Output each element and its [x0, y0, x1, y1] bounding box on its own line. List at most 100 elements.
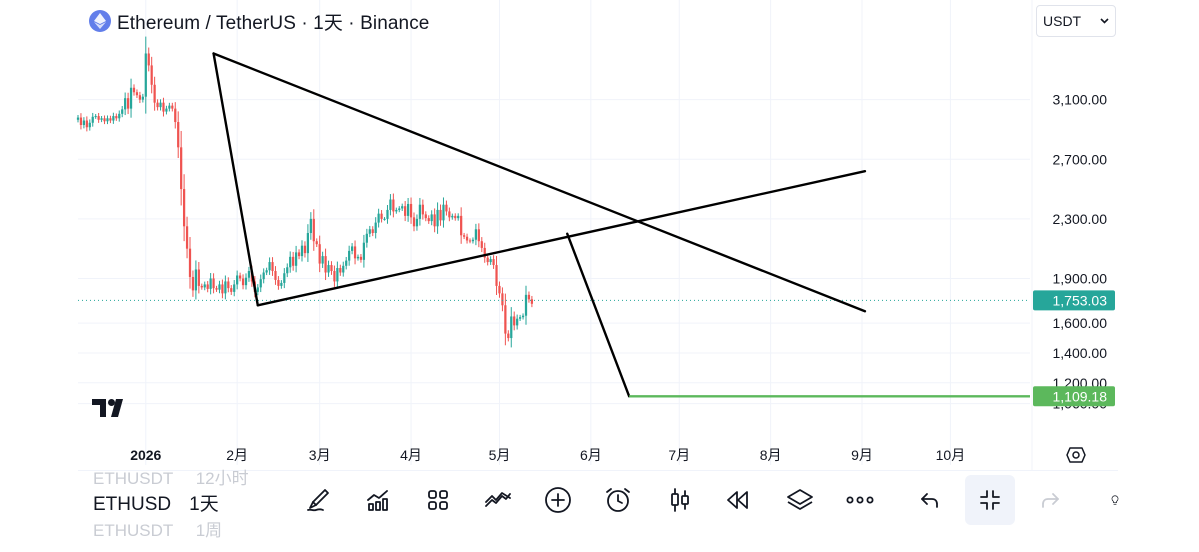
candle [504, 305, 507, 334]
currency-select[interactable]: USDT [1036, 5, 1116, 37]
price-tick-label: 1,600.00 [1053, 315, 1108, 331]
candle [297, 252, 301, 257]
candle [115, 116, 118, 119]
undo-button[interactable] [905, 475, 955, 525]
templates-button[interactable] [413, 475, 463, 525]
candle [271, 262, 274, 272]
candle [439, 209, 442, 221]
settings-icon-center [1072, 451, 1080, 459]
candle [292, 256, 295, 266]
settings-icon[interactable] [1066, 447, 1086, 463]
candle [510, 316, 513, 339]
candle [377, 213, 380, 223]
settings-icon-outline [1066, 447, 1086, 463]
candle [380, 213, 383, 219]
candle [162, 102, 165, 112]
candle [76, 117, 80, 120]
candle [206, 284, 209, 289]
candle [448, 211, 451, 218]
collapse-button[interactable] [965, 475, 1015, 525]
candle [303, 245, 307, 254]
indicators-button[interactable] [353, 475, 403, 525]
candle [283, 273, 286, 283]
candle [294, 252, 298, 266]
candle [94, 116, 97, 118]
candle [516, 318, 519, 326]
prev-symbol: ETHUSDT [93, 469, 173, 488]
time-tick-label: 6月 [580, 447, 602, 463]
tradingview-logo[interactable] [92, 398, 130, 423]
ellipsis-icon [846, 496, 874, 504]
candle [445, 204, 448, 212]
candle [462, 235, 466, 237]
add-button[interactable] [533, 475, 583, 525]
candle [218, 284, 221, 290]
candle [471, 239, 475, 242]
replay-button[interactable] [713, 475, 763, 525]
candle [91, 116, 94, 123]
current-symbol-row[interactable]: ETHUSD 1天 [93, 489, 219, 516]
candle [306, 233, 310, 254]
candle [451, 215, 454, 218]
divider [78, 470, 1118, 471]
candle [153, 84, 156, 103]
price-label-bg [1033, 386, 1115, 407]
candle [418, 204, 422, 219]
candle [398, 208, 401, 210]
compare-button[interactable] [473, 475, 523, 525]
candle [268, 262, 271, 271]
current-symbol: ETHUSD [93, 494, 172, 515]
candle [238, 275, 242, 279]
rewind-icon [727, 491, 748, 509]
ideas-button[interactable] [1100, 475, 1120, 525]
candle [191, 276, 195, 291]
candle [501, 293, 504, 306]
candle [421, 204, 424, 215]
trendline [212, 52, 259, 307]
chart-type-button[interactable] [655, 475, 705, 525]
candle [483, 247, 486, 258]
candle [159, 102, 162, 108]
prev-symbol-row[interactable]: ETHUSDT 12小时 [93, 464, 249, 489]
drawn-trendlines [78, 52, 1030, 398]
time-tick-label: 9月 [851, 447, 873, 463]
symbol-switcher[interactable]: ETHUSDT 12小时 ETHUSD 1天 ETHUSDT 1周 [0, 462, 250, 552]
candle [392, 199, 395, 212]
candle [454, 215, 457, 219]
candle [442, 204, 445, 221]
candle [277, 279, 280, 286]
candle [336, 268, 339, 282]
more-button[interactable] [835, 475, 885, 525]
trendline [256, 169, 867, 307]
candle [521, 315, 525, 318]
candle [100, 118, 103, 120]
candle [177, 122, 180, 148]
candle [318, 244, 321, 264]
candle [368, 229, 371, 234]
candle [492, 259, 495, 266]
candle [324, 256, 327, 273]
candle [333, 271, 336, 282]
candle [527, 294, 531, 300]
chart-title[interactable]: Ethereum / TetherUS · 1天 · Binance [117, 12, 430, 34]
draw-tool-button[interactable] [293, 475, 343, 525]
candle [371, 229, 374, 234]
price-tick-label: 1,900.00 [1053, 270, 1108, 286]
time-axis: 2026 2月 3月 4月 5月 6月 7月 8月 9月 10月 [130, 447, 1086, 463]
indicators-icon [367, 490, 388, 511]
candle [147, 53, 150, 66]
chevron-down-icon [1100, 16, 1109, 27]
layers-button[interactable] [775, 475, 825, 525]
alert-button[interactable] [593, 475, 643, 525]
candle [309, 218, 312, 234]
candle [138, 95, 142, 100]
candle [412, 217, 416, 227]
time-tick-label: 3月 [309, 447, 331, 463]
candle [486, 257, 489, 263]
next-symbol-row[interactable]: ETHUSDT 1周 [93, 516, 222, 541]
candle [171, 105, 174, 109]
candle [489, 259, 492, 263]
redo-button[interactable] [1025, 475, 1075, 525]
candle [262, 272, 265, 280]
